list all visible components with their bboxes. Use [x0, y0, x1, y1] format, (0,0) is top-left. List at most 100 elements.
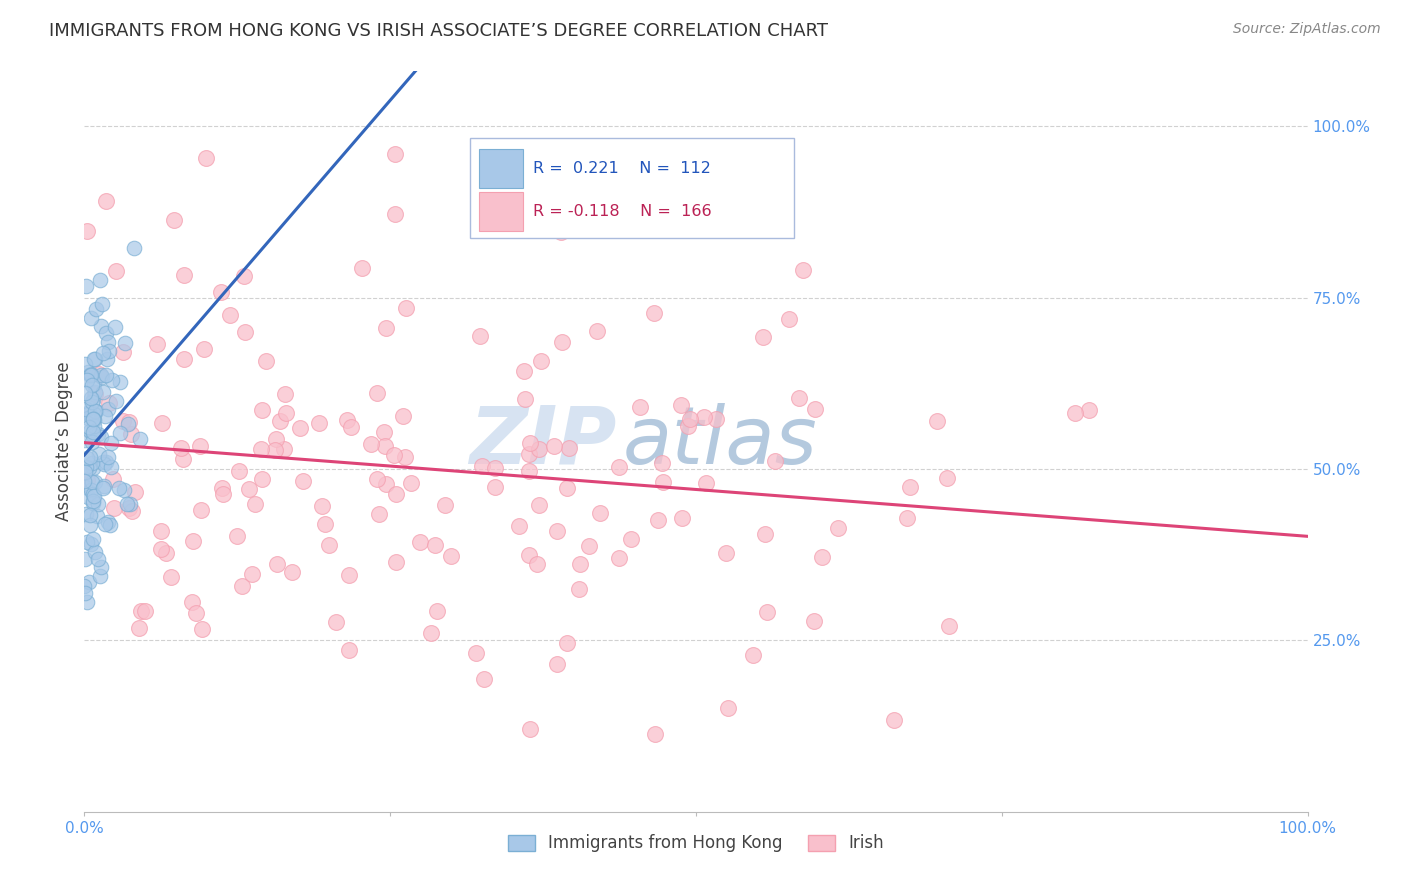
- Point: [82, 494, 104, 508]
- Point: [79, 461, 101, 475]
- Point: [112, 483, 135, 497]
- Point: [163, 212, 186, 227]
- Point: [385, 487, 408, 501]
- Point: [676, 419, 699, 434]
- Point: [103, 500, 125, 515]
- Text: R =  0.221    N =  112: R = 0.221 N = 112: [533, 161, 711, 176]
- Point: [96, 368, 118, 382]
- Point: [420, 626, 443, 640]
- Point: [84, 302, 107, 317]
- Point: [366, 472, 388, 486]
- Point: [80, 311, 103, 326]
- Point: [513, 363, 536, 377]
- Point: [373, 425, 395, 439]
- Point: [83, 419, 105, 434]
- Point: [546, 657, 568, 671]
- Point: [118, 497, 141, 511]
- Point: [97, 334, 120, 349]
- Point: [79, 424, 101, 438]
- Point: [82, 412, 104, 426]
- Point: [79, 450, 101, 464]
- Point: [269, 414, 291, 428]
- Point: [360, 437, 382, 451]
- Point: [101, 472, 124, 486]
- Point: [935, 471, 957, 485]
- Point: [607, 459, 630, 474]
- Point: [76, 407, 98, 421]
- Point: [508, 518, 530, 533]
- Point: [250, 402, 273, 417]
- Point: [384, 206, 406, 220]
- Point: [756, 605, 779, 619]
- Point: [181, 595, 204, 609]
- Point: [90, 368, 112, 382]
- Point: [80, 483, 103, 498]
- Point: [82, 487, 104, 501]
- Point: [90, 430, 112, 444]
- Point: [679, 412, 702, 426]
- Point: [124, 485, 146, 500]
- Point: [82, 460, 104, 475]
- Point: [529, 499, 551, 513]
- Point: [111, 414, 134, 428]
- Point: [558, 441, 581, 455]
- Point: [75, 552, 97, 566]
- Point: [75, 479, 97, 493]
- Point: [243, 497, 266, 511]
- Point: [80, 367, 103, 381]
- Point: [281, 565, 304, 579]
- Point: [264, 432, 287, 446]
- FancyBboxPatch shape: [470, 138, 794, 238]
- Point: [93, 479, 115, 493]
- Point: [714, 546, 737, 560]
- Point: [896, 511, 918, 525]
- Point: [938, 619, 960, 633]
- Point: [233, 325, 256, 339]
- Point: [589, 506, 612, 520]
- Point: [804, 402, 827, 417]
- Point: [108, 481, 131, 495]
- Point: [763, 454, 786, 468]
- Point: [470, 329, 492, 343]
- Point: [240, 566, 263, 581]
- Point: [695, 475, 717, 490]
- Point: [803, 614, 825, 628]
- Point: [117, 415, 139, 429]
- Point: [325, 615, 347, 629]
- Point: [98, 396, 121, 410]
- Point: [374, 439, 396, 453]
- Point: [118, 501, 141, 516]
- Point: [82, 378, 104, 392]
- Point: [105, 263, 128, 277]
- Point: [75, 507, 97, 521]
- Point: [98, 517, 121, 532]
- Point: [628, 400, 651, 414]
- Point: [134, 604, 156, 618]
- Point: [79, 508, 101, 523]
- FancyBboxPatch shape: [479, 192, 523, 230]
- Point: [426, 604, 449, 618]
- Point: [513, 392, 536, 406]
- Point: [82, 395, 104, 409]
- Point: [484, 461, 506, 475]
- Point: [651, 456, 673, 470]
- Point: [97, 343, 120, 358]
- Point: [741, 648, 763, 662]
- Point: [395, 301, 418, 315]
- Point: [80, 392, 103, 406]
- Point: [76, 373, 98, 387]
- Point: [340, 420, 363, 434]
- Point: [96, 326, 118, 341]
- Point: [79, 368, 101, 383]
- Point: [89, 447, 111, 461]
- Point: [77, 405, 100, 419]
- Point: [77, 420, 100, 434]
- Point: [375, 476, 398, 491]
- Point: [212, 487, 235, 501]
- Point: [150, 542, 173, 557]
- Point: [643, 306, 665, 320]
- Point: [898, 480, 921, 494]
- Legend: Immigrants from Hong Kong, Irish: Immigrants from Hong Kong, Irish: [502, 828, 890, 859]
- Point: [519, 435, 541, 450]
- Point: [76, 534, 98, 549]
